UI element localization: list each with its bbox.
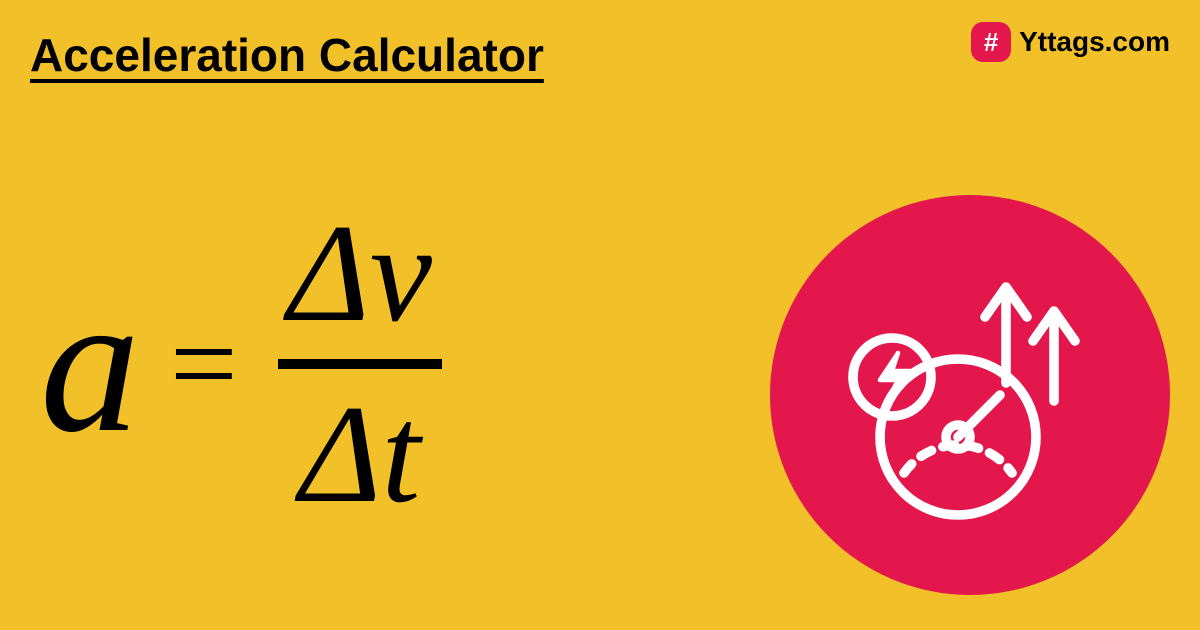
acceleration-formula: a = Δv Δt	[40, 200, 442, 528]
formula-equals: =	[170, 295, 238, 433]
speedometer-svg	[820, 245, 1120, 545]
formula-lhs: a	[40, 264, 140, 464]
hashtag-icon: #	[971, 22, 1011, 62]
speedometer-icon	[770, 195, 1170, 595]
formula-numerator: Δv	[278, 200, 442, 347]
brand-logo: # Yttags.com	[971, 22, 1170, 62]
brand-name: Yttags.com	[1019, 26, 1170, 58]
page-title: Acceleration Calculator	[30, 28, 544, 82]
fraction-bar	[278, 359, 442, 369]
formula-denominator: Δt	[289, 381, 430, 528]
canvas: Acceleration Calculator # Yttags.com a =…	[0, 0, 1200, 630]
formula-fraction: Δv Δt	[278, 200, 442, 528]
